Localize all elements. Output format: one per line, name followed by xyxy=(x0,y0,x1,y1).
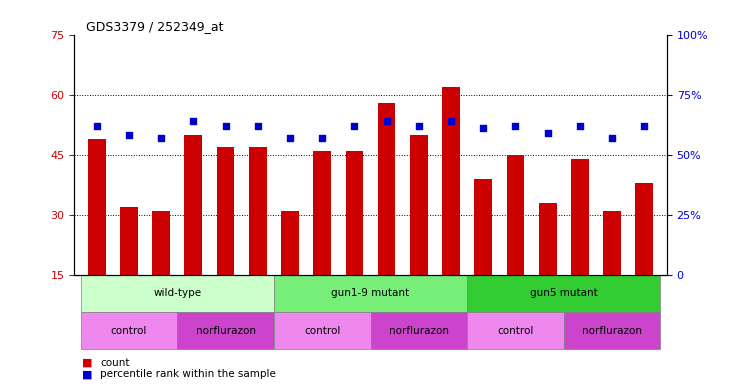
Bar xyxy=(539,203,556,275)
Text: control: control xyxy=(110,326,147,336)
Text: control: control xyxy=(304,326,340,336)
Bar xyxy=(185,135,202,275)
Point xyxy=(542,130,554,136)
Text: ■: ■ xyxy=(82,369,92,379)
Bar xyxy=(249,147,267,275)
Text: norflurazon: norflurazon xyxy=(389,326,449,336)
Point xyxy=(316,135,328,141)
Bar xyxy=(177,312,274,349)
Point xyxy=(348,123,360,129)
Bar xyxy=(120,207,138,275)
Bar xyxy=(467,275,660,312)
Point xyxy=(155,135,167,141)
Bar xyxy=(571,159,589,275)
Text: control: control xyxy=(497,326,534,336)
Bar xyxy=(216,147,234,275)
Text: gun1-9 mutant: gun1-9 mutant xyxy=(331,288,410,298)
Text: norflurazon: norflurazon xyxy=(582,326,642,336)
Bar xyxy=(603,211,621,275)
Bar xyxy=(564,312,660,349)
Bar xyxy=(274,275,467,312)
Bar xyxy=(370,312,467,349)
Point xyxy=(477,125,489,131)
Text: ■: ■ xyxy=(82,358,92,368)
Point xyxy=(90,123,102,129)
Point xyxy=(510,123,522,129)
Bar xyxy=(274,312,370,349)
Point xyxy=(445,118,457,124)
Bar xyxy=(442,87,460,275)
Bar xyxy=(87,139,105,275)
Point xyxy=(639,123,651,129)
Bar xyxy=(410,135,428,275)
Bar xyxy=(81,312,177,349)
Bar xyxy=(313,151,331,275)
Text: percentile rank within the sample: percentile rank within the sample xyxy=(100,369,276,379)
Bar xyxy=(378,103,396,275)
Point xyxy=(284,135,296,141)
Bar xyxy=(281,211,299,275)
Bar xyxy=(474,179,492,275)
Point xyxy=(381,118,393,124)
Point xyxy=(574,123,586,129)
Bar xyxy=(345,151,363,275)
Point xyxy=(123,132,135,139)
Bar xyxy=(507,155,525,275)
Point xyxy=(187,118,199,124)
Point xyxy=(413,123,425,129)
Text: gun5 mutant: gun5 mutant xyxy=(530,288,598,298)
Bar xyxy=(467,312,564,349)
Text: wild-type: wild-type xyxy=(153,288,202,298)
Text: GDS3379 / 252349_at: GDS3379 / 252349_at xyxy=(86,20,224,33)
Point xyxy=(219,123,231,129)
Text: count: count xyxy=(100,358,130,368)
Point xyxy=(252,123,264,129)
Text: norflurazon: norflurazon xyxy=(196,326,256,336)
Bar xyxy=(152,211,170,275)
Bar xyxy=(81,275,274,312)
Point xyxy=(606,135,618,141)
Bar xyxy=(636,183,654,275)
